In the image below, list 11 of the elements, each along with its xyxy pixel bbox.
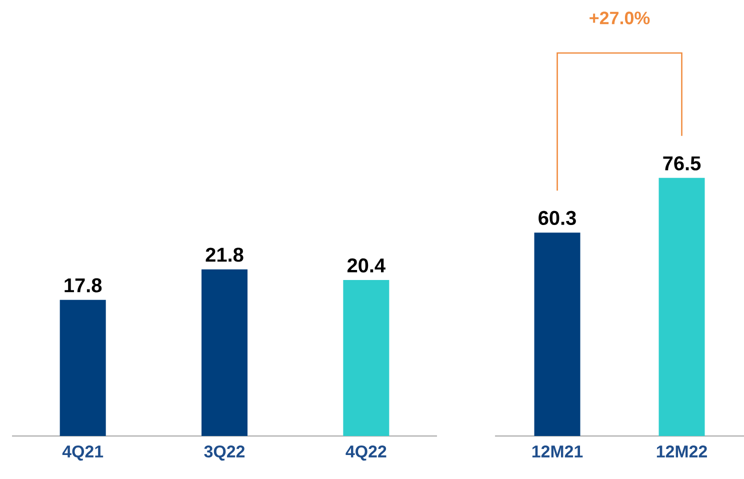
x-tick-label: 4Q21 [62,446,104,461]
x-tick-label: 3Q22 [204,446,245,461]
x-tick-label: 12M21 [532,446,583,458]
data-label: 17.8 [64,278,102,292]
data-label: 60.3 [538,210,576,226]
data-label: 76.5 [663,156,701,170]
x-tick-label: 4Q22 [346,446,386,461]
data-label: 20.4 [347,258,386,272]
text: +27.0% [590,12,650,24]
x-tick-label: 12M22 [656,446,707,458]
data-label: 21.8 [206,248,244,262]
